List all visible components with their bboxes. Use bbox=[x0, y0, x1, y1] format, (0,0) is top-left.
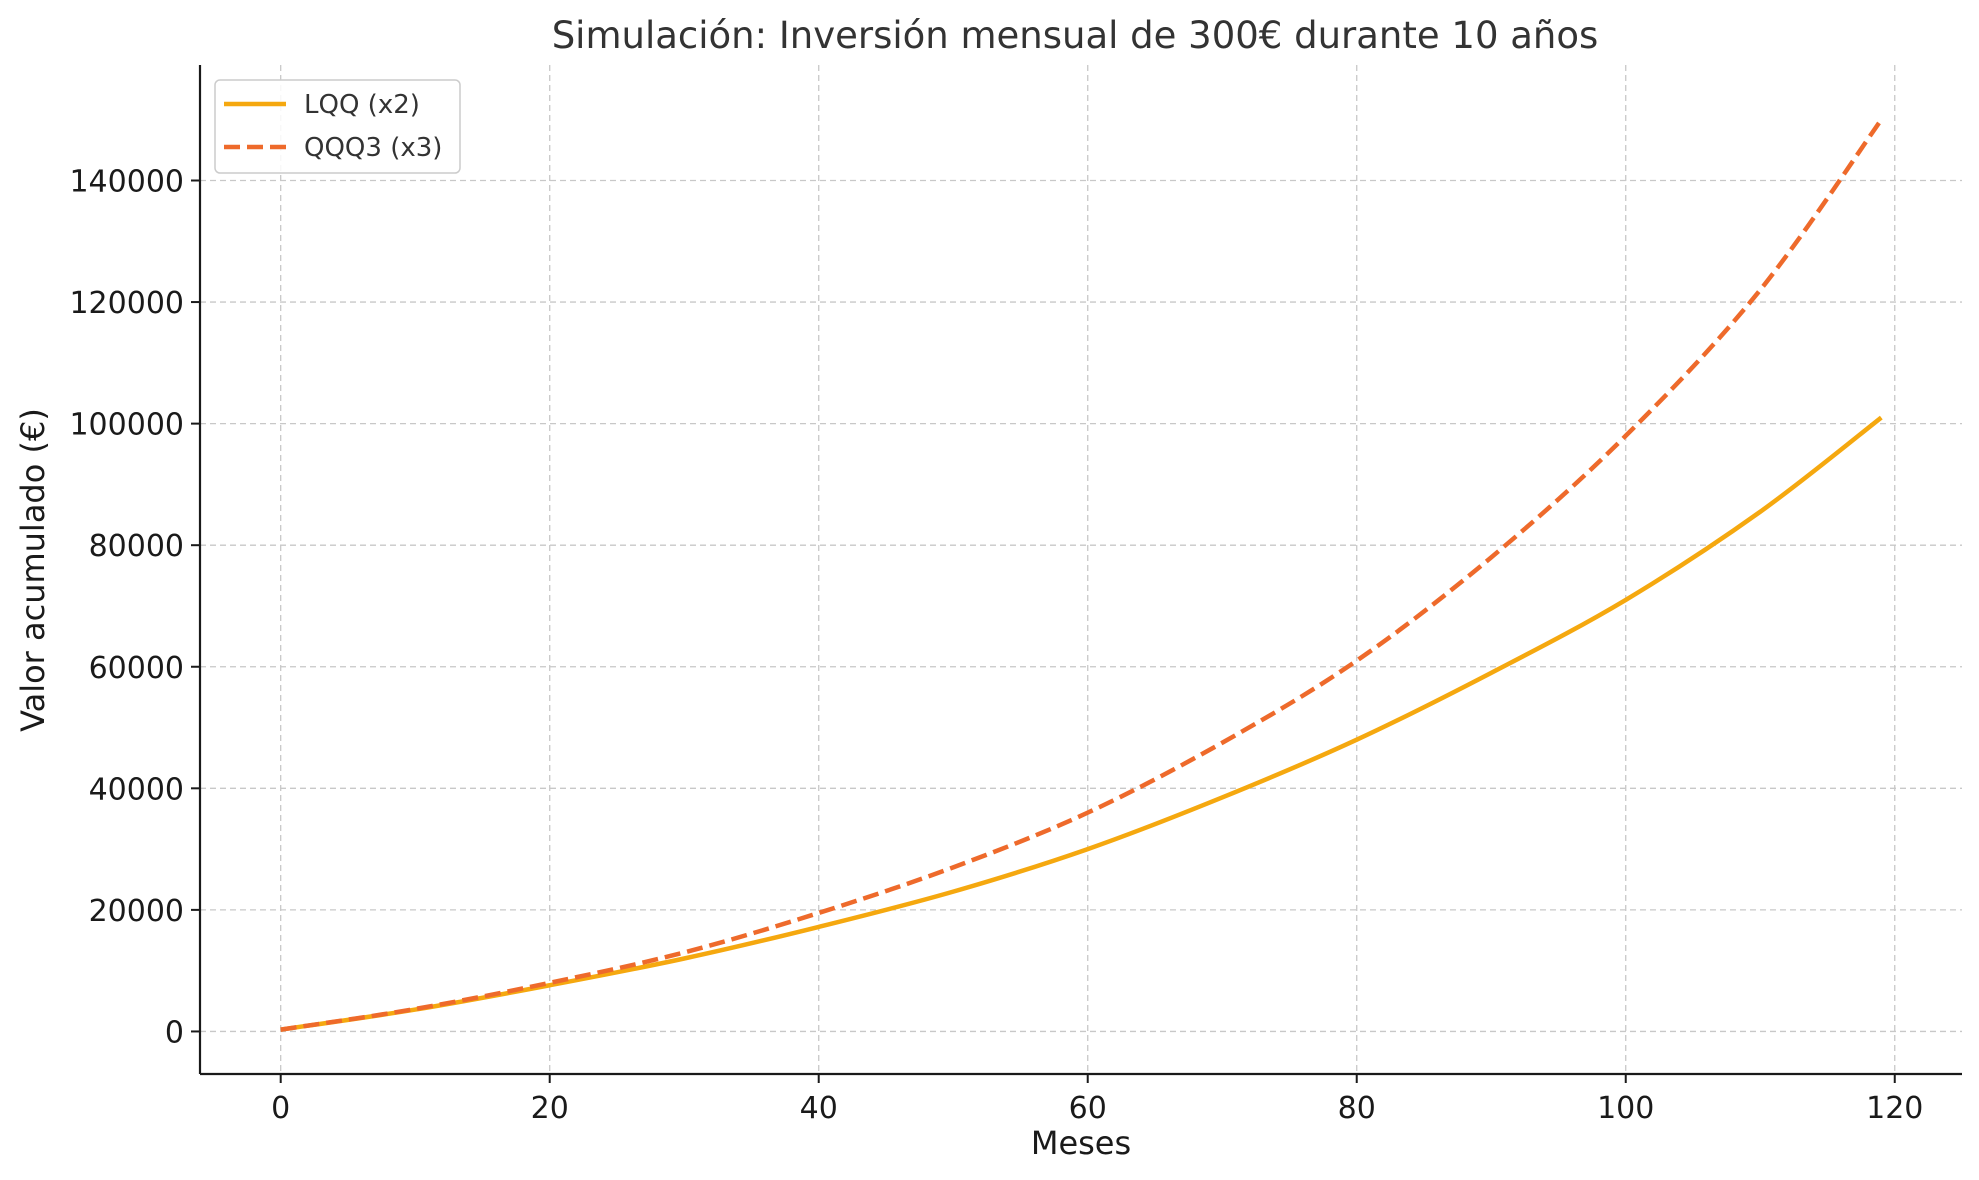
x-tick-label: 120 bbox=[1866, 1091, 1923, 1126]
x-axis-ticks: 0 20 40 60 80 100 120 bbox=[271, 1074, 1923, 1126]
legend: LQQ (x2) QQQ3 (x3) bbox=[214, 79, 461, 174]
y-tick-label: 120000 bbox=[69, 286, 184, 321]
y-tick-label: 100000 bbox=[69, 408, 184, 443]
legend-label-qqq3: QQQ3 (x3) bbox=[304, 133, 442, 163]
x-tick-label: 100 bbox=[1597, 1091, 1654, 1126]
chart-title: Simulación: Inversión mensual de 300€ du… bbox=[552, 14, 1599, 57]
x-axis-label: Meses bbox=[1031, 1124, 1131, 1162]
y-tick-label: 140000 bbox=[69, 164, 184, 199]
series-lines bbox=[280, 118, 1884, 1032]
y-axis-ticks: 0 20000 40000 60000 80000 100000 120000 140000 bbox=[69, 164, 200, 1050]
y-axis-label: Valor acumulado (€) bbox=[14, 408, 52, 732]
y-tick-label: 80000 bbox=[89, 529, 184, 564]
legend-label-lqq: LQQ (x2) bbox=[304, 90, 420, 120]
x-tick-label: 40 bbox=[800, 1091, 838, 1126]
x-tick-label: 60 bbox=[1069, 1091, 1107, 1126]
x-tick-label: 80 bbox=[1338, 1091, 1376, 1126]
x-tick-label: 0 bbox=[271, 1091, 290, 1126]
y-tick-label: 60000 bbox=[89, 651, 184, 686]
x-tick-label: 20 bbox=[531, 1091, 569, 1126]
y-tick-label: 0 bbox=[165, 1015, 184, 1050]
series-line-qqq3 bbox=[280, 118, 1884, 1032]
y-tick-label: 20000 bbox=[89, 894, 184, 929]
y-tick-label: 40000 bbox=[89, 772, 184, 807]
grid bbox=[200, 65, 1962, 1074]
series-line-lqq bbox=[280, 415, 1883, 1032]
